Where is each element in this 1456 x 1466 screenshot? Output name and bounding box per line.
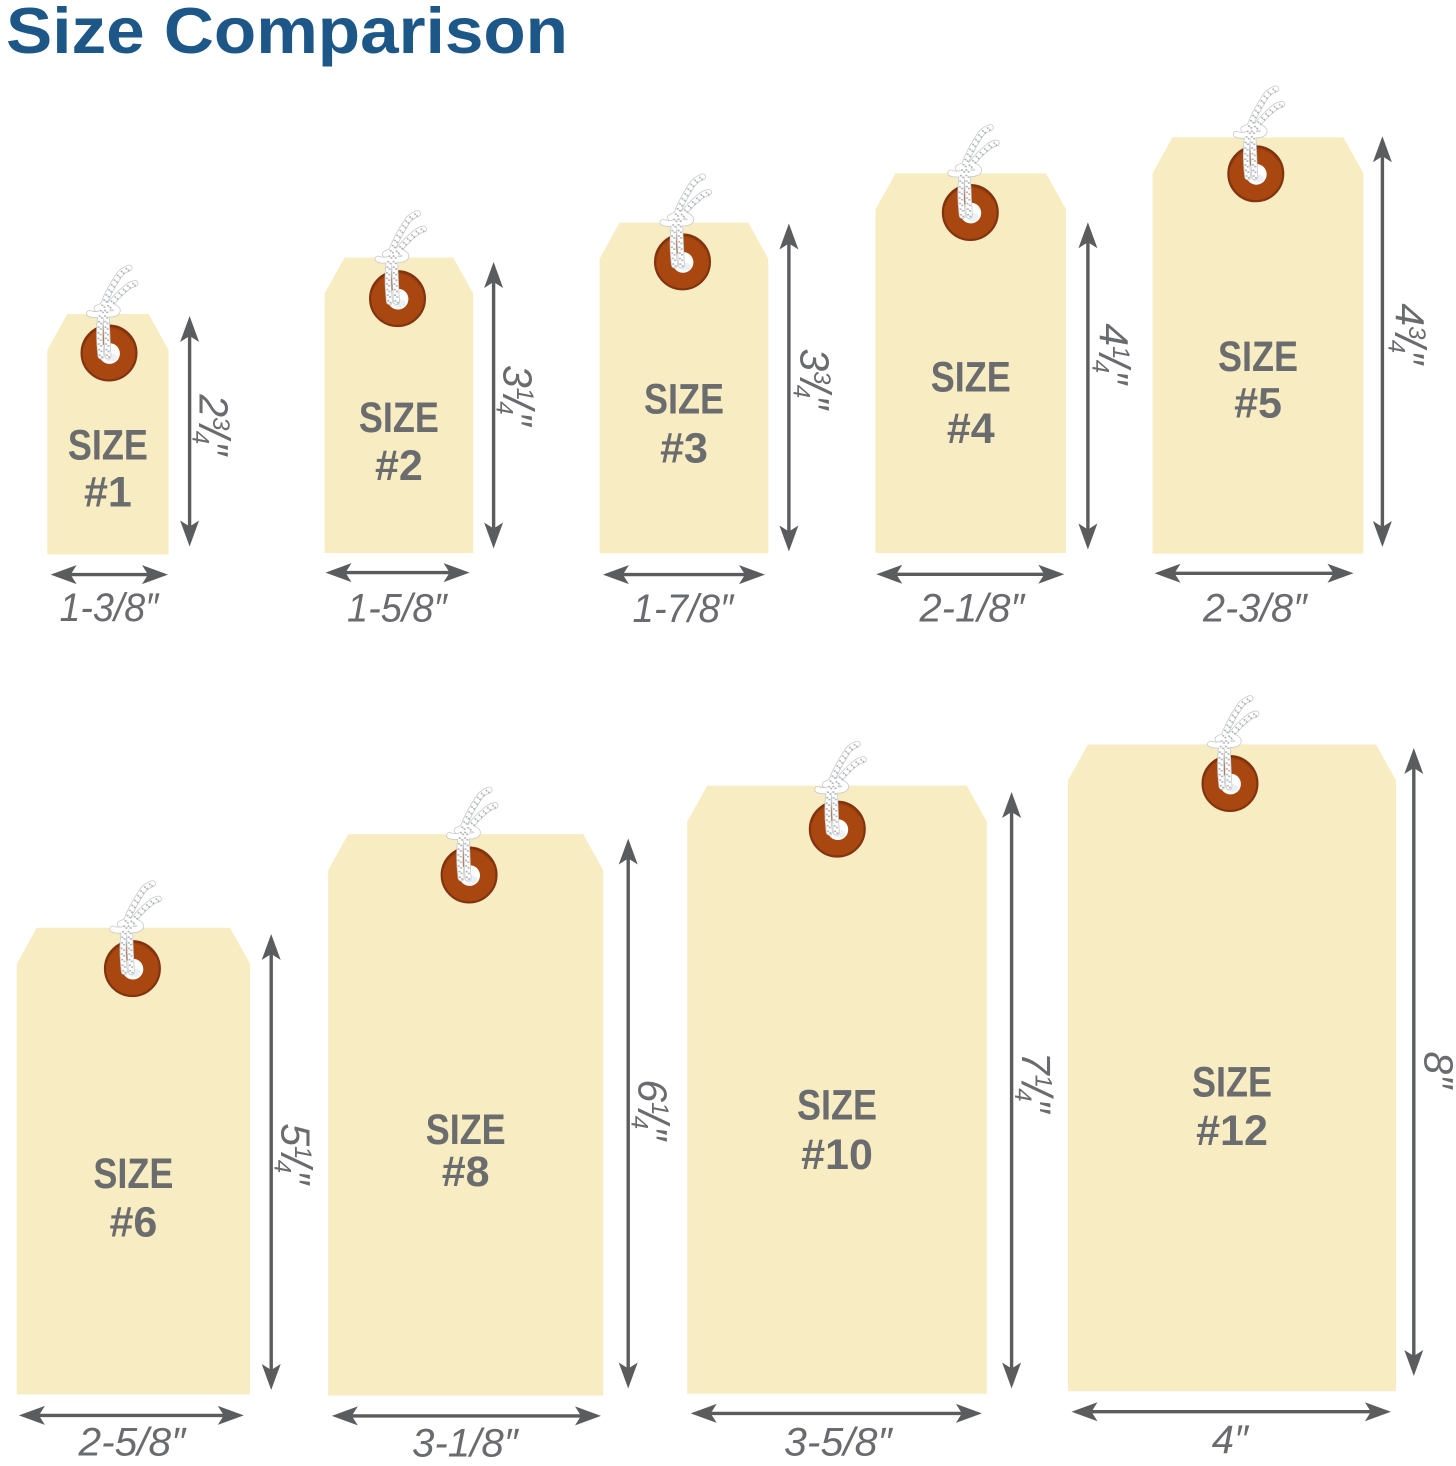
svg-text:SIZE: SIZE (68, 422, 148, 470)
svg-text:Size Comparison: Size Comparison (6, 0, 568, 67)
svg-text:8″: 8″ (1416, 1051, 1456, 1090)
svg-text:4″: 4″ (1212, 1418, 1250, 1462)
svg-text:1-5/8″: 1-5/8″ (347, 587, 449, 631)
svg-text:SIZE: SIZE (797, 1081, 877, 1129)
svg-text:31/4″: 31/4″ (491, 365, 543, 428)
svg-text:33/4″: 33/4″ (788, 348, 840, 411)
svg-text:SIZE: SIZE (1218, 333, 1298, 381)
svg-text:SIZE: SIZE (426, 1106, 506, 1154)
svg-text:#10: #10 (801, 1131, 873, 1179)
svg-text:2-5/8″: 2-5/8″ (77, 1421, 187, 1465)
svg-text:1-3/8″: 1-3/8″ (60, 586, 161, 630)
svg-text:71/4″: 71/4″ (1009, 1052, 1061, 1115)
svg-text:#1: #1 (84, 469, 132, 517)
svg-text:#3: #3 (660, 424, 708, 472)
svg-text:2-3/8″: 2-3/8″ (1202, 587, 1309, 631)
svg-text:SIZE: SIZE (93, 1150, 173, 1198)
svg-text:41/4″: 41/4″ (1087, 323, 1139, 386)
svg-text:23/4″: 23/4″ (187, 393, 239, 457)
svg-text:#6: #6 (109, 1199, 157, 1247)
svg-text:3-1/8″: 3-1/8″ (412, 1422, 520, 1466)
svg-text:43/4″: 43/4″ (1383, 303, 1435, 366)
svg-text:#2: #2 (375, 442, 423, 490)
svg-text:#4: #4 (947, 405, 995, 453)
svg-text:1-7/8″: 1-7/8″ (633, 587, 736, 631)
svg-text:SIZE: SIZE (931, 354, 1011, 402)
svg-text:SIZE: SIZE (359, 394, 439, 442)
svg-text:SIZE: SIZE (1192, 1059, 1272, 1107)
svg-text:51/4″: 51/4″ (269, 1123, 321, 1186)
svg-text:3-5/8″: 3-5/8″ (784, 1421, 894, 1465)
svg-text:#5: #5 (1234, 380, 1282, 428)
svg-text:#12: #12 (1196, 1107, 1268, 1155)
svg-text:#8: #8 (442, 1148, 490, 1196)
svg-text:2-1/8″: 2-1/8″ (919, 587, 1027, 631)
svg-text:SIZE: SIZE (644, 375, 724, 423)
svg-text:61/4″: 61/4″ (626, 1079, 678, 1142)
